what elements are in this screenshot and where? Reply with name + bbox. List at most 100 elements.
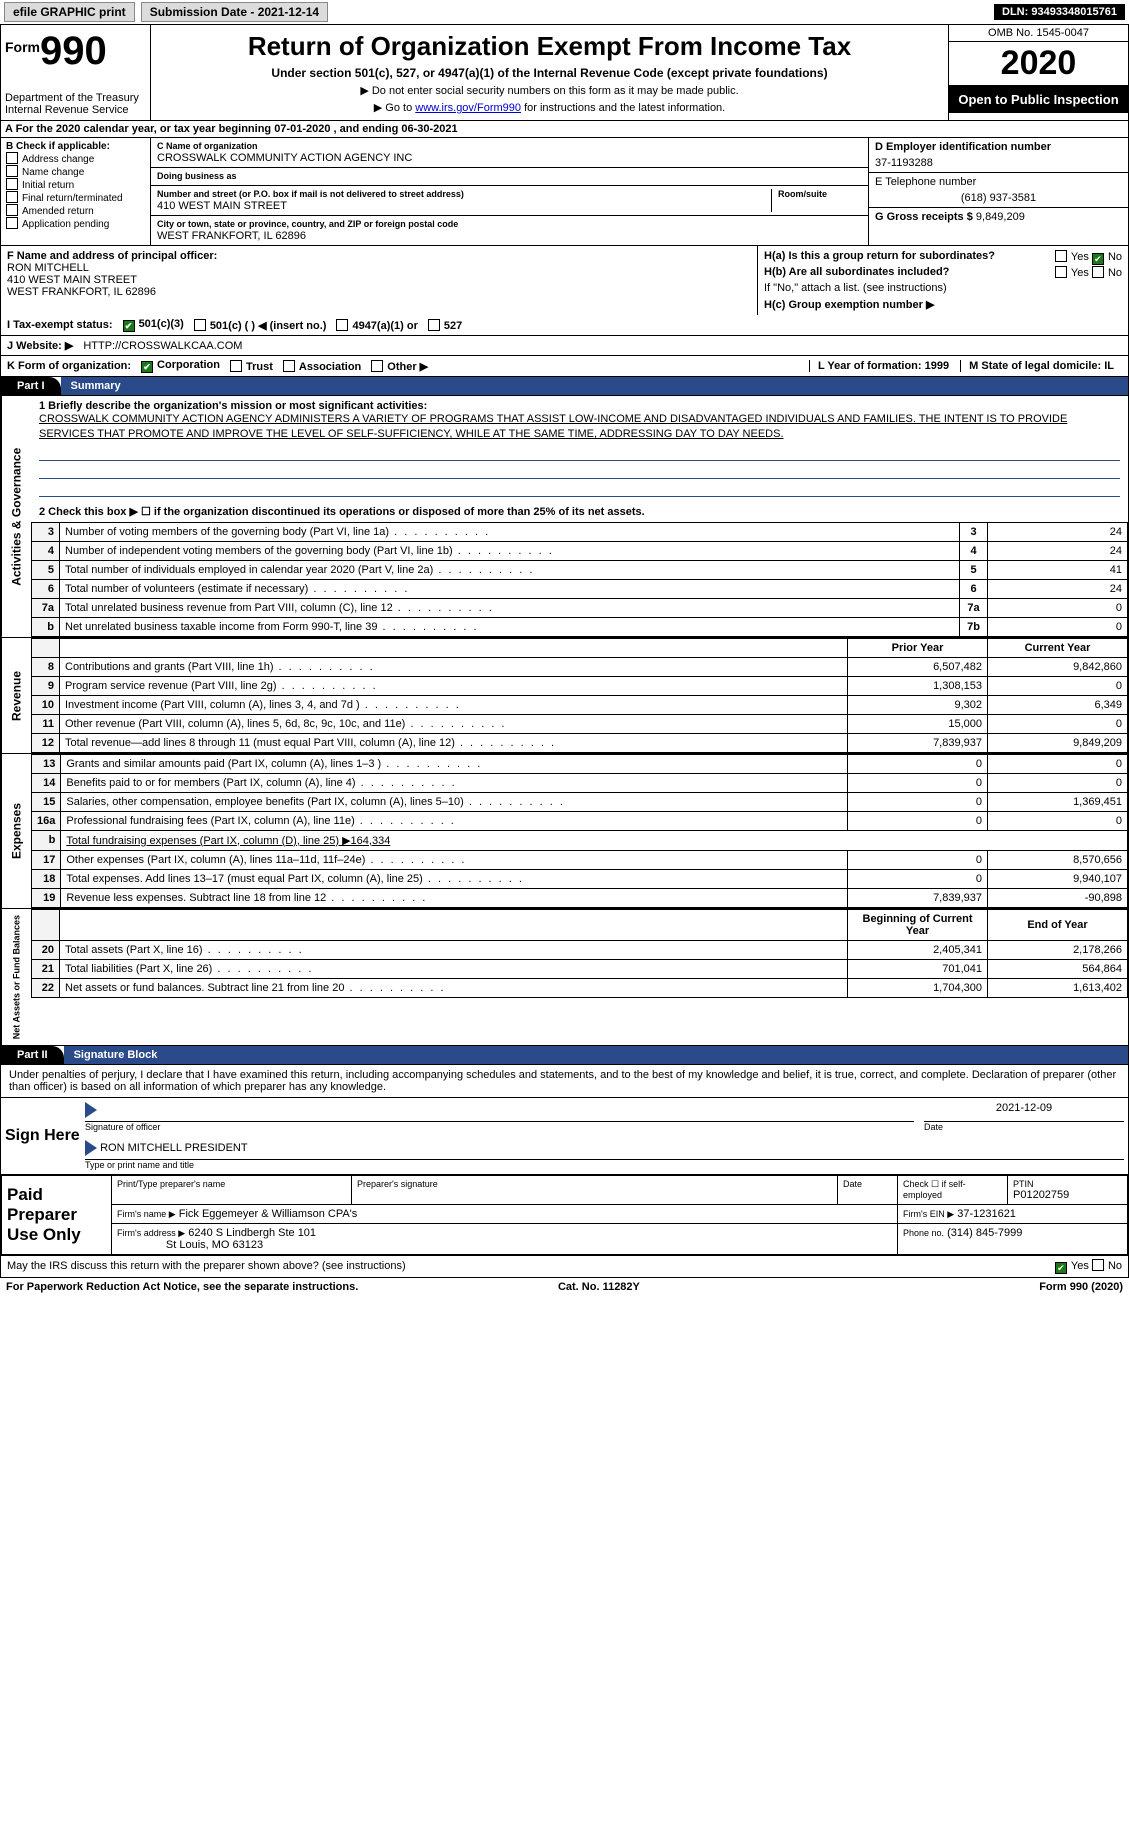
sig-officer-label: Signature of officer bbox=[85, 1122, 914, 1132]
cb-app-pending[interactable]: Application pending bbox=[6, 217, 145, 230]
hdr-end: End of Year bbox=[988, 909, 1128, 940]
table-row: 21Total liabilities (Part X, line 26)701… bbox=[32, 959, 1128, 978]
row-prior: 6,507,482 bbox=[848, 657, 988, 676]
cb-other[interactable]: Other ▶ bbox=[371, 360, 428, 373]
irs-link[interactable]: www.irs.gov/Form990 bbox=[415, 102, 521, 114]
row-val: 0 bbox=[988, 617, 1128, 636]
dba-prompt: Doing business as bbox=[157, 171, 862, 181]
row-end: 564,864 bbox=[988, 959, 1128, 978]
row-desc: Total revenue—add lines 8 through 11 (mu… bbox=[60, 733, 848, 752]
row-desc: Benefits paid to or for members (Part IX… bbox=[61, 773, 848, 792]
room-prompt: Room/suite bbox=[778, 189, 862, 199]
officer-addr2: WEST FRANKFORT, IL 62896 bbox=[7, 286, 751, 298]
row-key: 3 bbox=[960, 522, 988, 541]
row-prior: 7,839,937 bbox=[848, 733, 988, 752]
efile-button[interactable]: efile GRAPHIC print bbox=[4, 2, 135, 22]
row-num: 22 bbox=[32, 978, 60, 997]
row-curr: 9,940,107 bbox=[988, 869, 1128, 888]
officer-group-block: F Name and address of principal officer:… bbox=[0, 245, 1129, 315]
ha-no[interactable]: No bbox=[1092, 251, 1122, 263]
summary-governance: Activities & Governance 1 Briefly descri… bbox=[0, 396, 1129, 638]
officer-name-title: RON MITCHELL PRESIDENT bbox=[100, 1142, 248, 1154]
org-name: CROSSWALK COMMUNITY ACTION AGENCY INC bbox=[157, 152, 862, 164]
row-num: 18 bbox=[32, 869, 61, 888]
irs-label: Internal Revenue Service bbox=[5, 104, 146, 116]
cb-4947[interactable]: 4947(a)(1) or bbox=[336, 319, 417, 332]
row-val: 0 bbox=[988, 598, 1128, 617]
firm-addr-label: Firm's address ▶ bbox=[117, 1228, 185, 1238]
link-hint: Go to www.irs.gov/Form990 for instructio… bbox=[161, 101, 938, 114]
table-row: 13Grants and similar amounts paid (Part … bbox=[32, 754, 1128, 773]
row-curr: 1,369,451 bbox=[988, 792, 1128, 811]
row-desc: Professional fundraising fees (Part IX, … bbox=[61, 811, 848, 830]
prep-h3: Date bbox=[843, 1179, 892, 1189]
footer-left: For Paperwork Reduction Act Notice, see … bbox=[6, 1281, 358, 1293]
i-label: I Tax-exempt status: bbox=[7, 319, 113, 331]
entity-block: B Check if applicable: Address change Na… bbox=[0, 137, 1129, 245]
row-val: 41 bbox=[988, 560, 1128, 579]
pointer-icon bbox=[85, 1102, 97, 1118]
cb-corp[interactable]: Corporation bbox=[141, 359, 220, 373]
row-prior: 1,308,153 bbox=[848, 676, 988, 695]
hb-no[interactable]: No bbox=[1092, 267, 1122, 279]
row-prior: 0 bbox=[848, 754, 988, 773]
cb-501c[interactable]: 501(c) ( ) ◀ (insert no.) bbox=[194, 319, 327, 332]
cb-assoc[interactable]: Association bbox=[283, 360, 361, 373]
firm-phone-label: Phone no. bbox=[903, 1228, 944, 1238]
ha-yes[interactable]: Yes bbox=[1055, 251, 1089, 263]
cb-final-return[interactable]: Final return/terminated bbox=[6, 191, 145, 204]
link-post: for instructions and the latest informat… bbox=[521, 102, 725, 114]
form-number: Form990 bbox=[5, 29, 146, 74]
row-num: 15 bbox=[32, 792, 61, 811]
table-row: 18Total expenses. Add lines 13–17 (must … bbox=[32, 869, 1128, 888]
row-num: 13 bbox=[32, 754, 61, 773]
mission-text: CROSSWALK COMMUNITY ACTION AGENCY ADMINI… bbox=[39, 412, 1120, 443]
side-netassets: Net Assets or Fund Balances bbox=[1, 909, 31, 1045]
cb-name-change[interactable]: Name change bbox=[6, 165, 145, 178]
cb-initial-return[interactable]: Initial return bbox=[6, 178, 145, 191]
row-curr: -90,898 bbox=[988, 888, 1128, 907]
row-val: 24 bbox=[988, 522, 1128, 541]
row-klm: K Form of organization: Corporation Trus… bbox=[0, 356, 1129, 377]
table-row: 6Total number of volunteers (estimate if… bbox=[32, 579, 1128, 598]
ssn-hint: Do not enter social security numbers on … bbox=[161, 84, 938, 97]
row-curr: 0 bbox=[988, 676, 1128, 695]
row-key: 6 bbox=[960, 579, 988, 598]
row-desc: Total number of individuals employed in … bbox=[60, 560, 960, 579]
discuss-yes[interactable]: Yes bbox=[1055, 1260, 1089, 1272]
table-row: 17Other expenses (Part IX, column (A), l… bbox=[32, 850, 1128, 869]
prep-selfemp: Check ☐ if self-employed bbox=[903, 1179, 1002, 1200]
m-label: M State of legal domicile: IL bbox=[960, 360, 1122, 372]
row-desc: Number of independent voting members of … bbox=[60, 541, 960, 560]
l-label: L Year of formation: 1999 bbox=[809, 360, 957, 372]
row-end: 2,178,266 bbox=[988, 940, 1128, 959]
form-title: Return of Organization Exempt From Incom… bbox=[161, 31, 938, 62]
firm-ein: 37-1231621 bbox=[957, 1208, 1016, 1220]
firm-addr2: St Louis, MO 63123 bbox=[166, 1239, 263, 1251]
cb-amended[interactable]: Amended return bbox=[6, 204, 145, 217]
row-desc: Salaries, other compensation, employee b… bbox=[61, 792, 848, 811]
cb-527[interactable]: 527 bbox=[428, 319, 462, 332]
cb-address-change[interactable]: Address change bbox=[6, 152, 145, 165]
row-num: 7a bbox=[32, 598, 60, 617]
row-key: 5 bbox=[960, 560, 988, 579]
row-num: b bbox=[32, 830, 61, 850]
cb-501c3[interactable]: 501(c)(3) bbox=[123, 318, 184, 332]
side-revenue: Revenue bbox=[1, 638, 31, 753]
row-key: 7b bbox=[960, 617, 988, 636]
name-prompt: C Name of organization bbox=[157, 141, 862, 151]
table-row: 12Total revenue—add lines 8 through 11 (… bbox=[32, 733, 1128, 752]
type-name-label: Type or print name and title bbox=[85, 1160, 1124, 1170]
row-desc: Number of voting members of the governin… bbox=[60, 522, 960, 541]
submission-date-button[interactable]: Submission Date - 2021-12-14 bbox=[141, 2, 328, 22]
hb-yes[interactable]: Yes bbox=[1055, 267, 1089, 279]
part-ii-title: Signature Block bbox=[64, 1046, 1128, 1064]
hdr-prior: Prior Year bbox=[848, 638, 988, 657]
cb-trust[interactable]: Trust bbox=[230, 360, 273, 373]
row-curr: 6,349 bbox=[988, 695, 1128, 714]
discuss-no[interactable]: No bbox=[1092, 1260, 1122, 1272]
prep-label: Paid Preparer Use Only bbox=[2, 1175, 112, 1254]
table-row: 3Number of voting members of the governi… bbox=[32, 522, 1128, 541]
street-address: 410 WEST MAIN STREET bbox=[157, 200, 765, 212]
blank-line bbox=[39, 465, 1120, 479]
